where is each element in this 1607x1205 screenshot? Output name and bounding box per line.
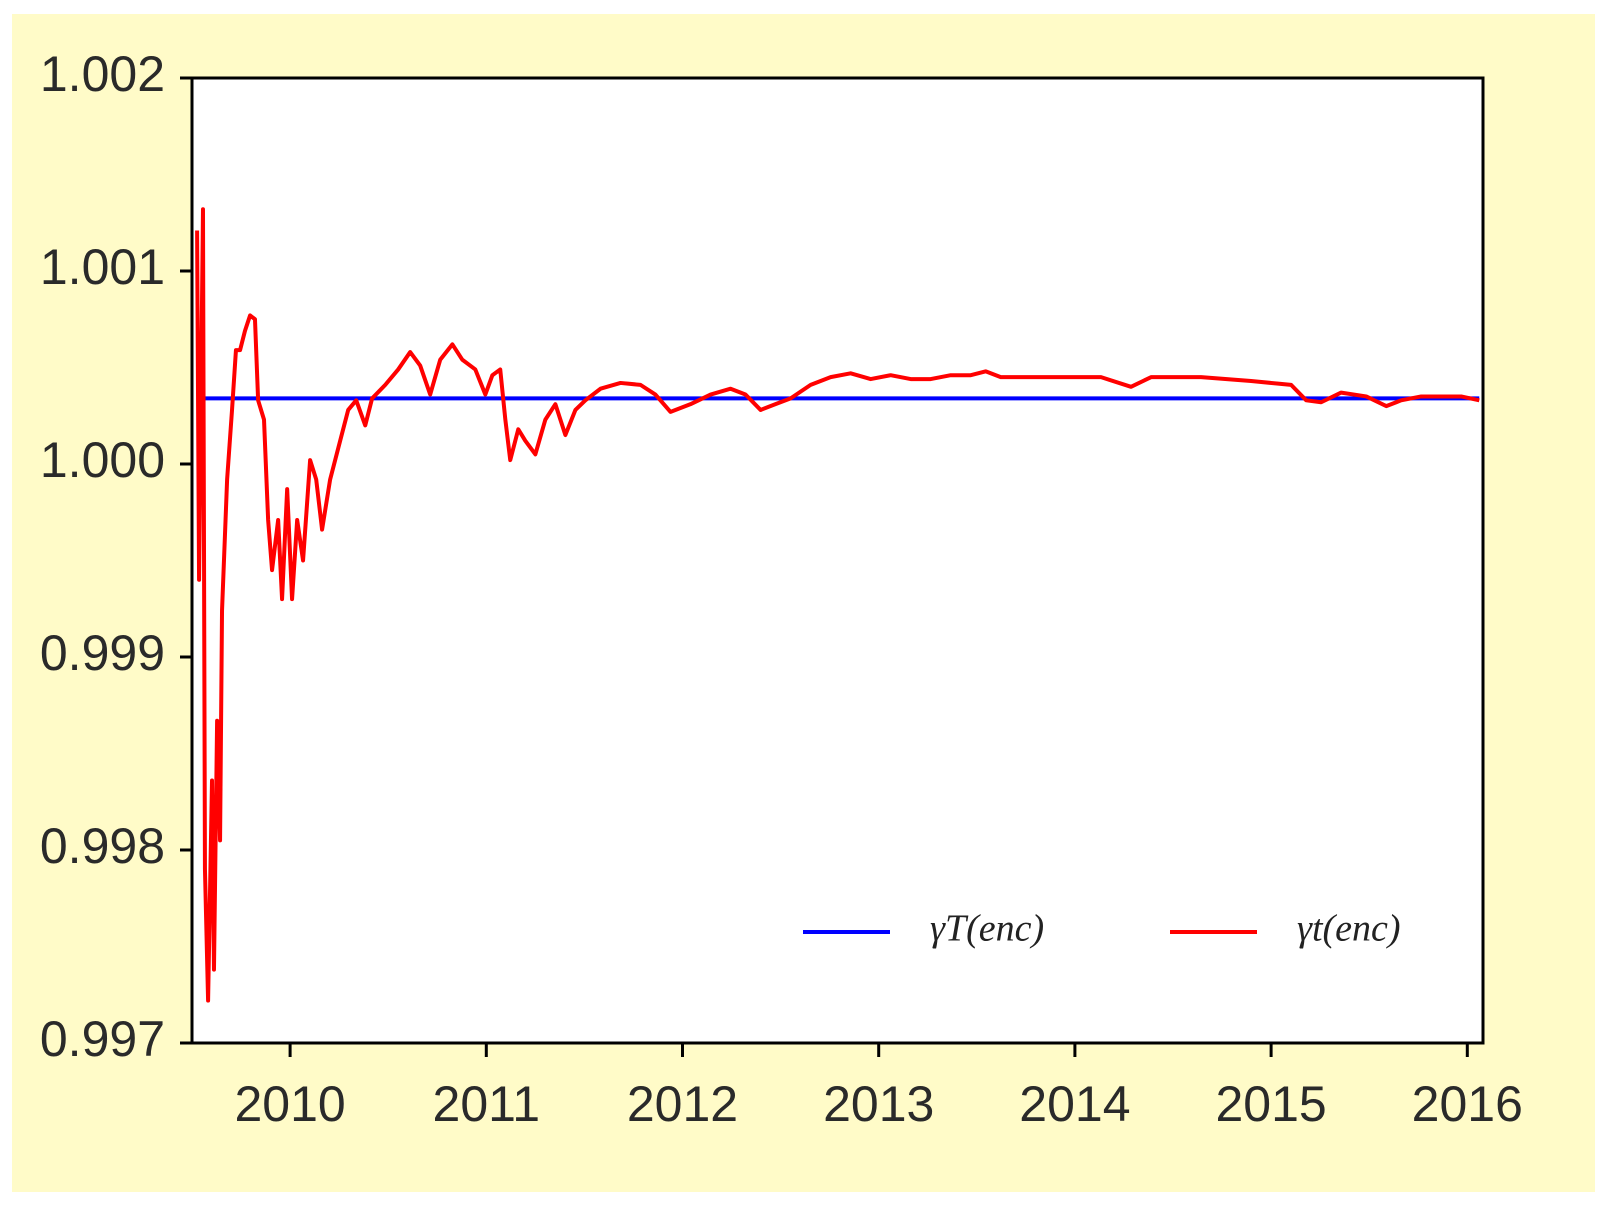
y-tick-label: 1.002 bbox=[40, 46, 165, 102]
x-tick-label: 2015 bbox=[1215, 1076, 1326, 1132]
x-tick-label: 2011 bbox=[433, 1076, 541, 1132]
x-tick-label: 2010 bbox=[234, 1076, 345, 1132]
y-tick-label: 1.001 bbox=[40, 239, 165, 295]
plot-frame bbox=[190, 76, 1485, 1045]
plot bbox=[195, 207, 1480, 1003]
y-tick-label: 1.000 bbox=[40, 432, 165, 488]
legend-label: γt(enc) bbox=[1297, 908, 1401, 950]
x-tick-label: 2012 bbox=[627, 1076, 738, 1132]
x-tick-label: 2016 bbox=[1412, 1076, 1523, 1132]
series-line bbox=[195, 207, 1480, 1003]
legend-label: γT(enc) bbox=[930, 908, 1044, 950]
y-tick-label: 0.997 bbox=[40, 1011, 165, 1067]
plot-area bbox=[192, 78, 1483, 1043]
x-tick-label: 2013 bbox=[823, 1076, 934, 1132]
y-tick-label: 0.998 bbox=[40, 818, 165, 874]
x-tick-label: 2014 bbox=[1019, 1076, 1130, 1132]
y-tick-label: 0.999 bbox=[40, 625, 165, 681]
